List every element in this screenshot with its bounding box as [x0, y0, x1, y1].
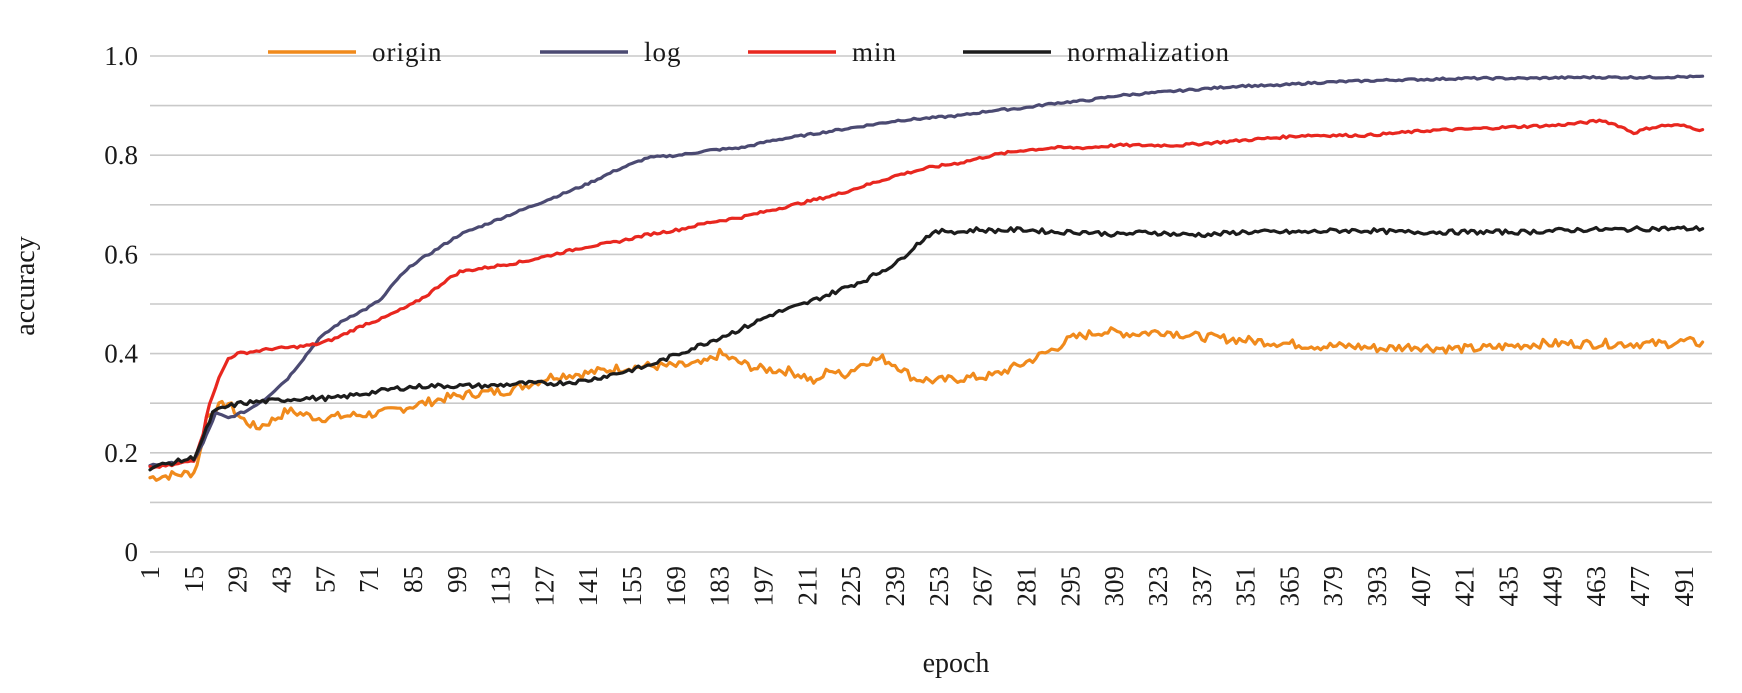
x-tick-label: 421: [1450, 566, 1480, 607]
legend-label-log: log: [644, 37, 682, 67]
x-tick-label: 225: [836, 566, 866, 607]
x-tick-label: 295: [1055, 566, 1085, 607]
y-tick-label: 0.4: [104, 339, 138, 369]
legend-label-origin: origin: [372, 37, 443, 67]
series-line-normalization: [148, 225, 1705, 472]
x-tick-label: 323: [1143, 566, 1173, 607]
series-lines: [148, 74, 1705, 482]
x-tick-label: 29: [223, 566, 253, 593]
series-line-log: [148, 74, 1705, 468]
x-tick-label: 197: [749, 566, 779, 607]
x-tick-label: 113: [486, 566, 516, 606]
legend-label-normalization: normalization: [1067, 37, 1230, 67]
x-tick-label: 351: [1231, 566, 1261, 607]
gridlines: [150, 55, 1712, 553]
x-tick-label: 15: [179, 566, 209, 593]
x-tick-label: 463: [1581, 566, 1611, 607]
x-tick-label: 337: [1187, 566, 1217, 607]
y-axis-title: accuracy: [10, 236, 41, 335]
y-axis-ticks: 0 0.2 0.4 0.6 0.8 1.0: [104, 41, 138, 567]
y-tick-label: 0.8: [104, 140, 138, 170]
series-line-min: [148, 118, 1705, 470]
x-tick-label: 477: [1625, 566, 1655, 607]
x-tick-label: 141: [573, 566, 603, 607]
x-tick-label: 491: [1669, 566, 1699, 607]
legend-label-min: min: [852, 37, 897, 67]
x-axis-ticks: 1 15 29 43 57 71 85 99 113 127 141 155 169 183 197 211 2…: [135, 566, 1699, 607]
x-tick-label: 211: [792, 566, 822, 606]
x-tick-label: 57: [310, 566, 340, 593]
series-line-origin: [148, 326, 1705, 482]
x-tick-label: 1: [135, 566, 165, 580]
x-tick-label: 253: [924, 566, 954, 607]
x-tick-label: 449: [1537, 566, 1567, 607]
x-tick-label: 379: [1318, 566, 1348, 607]
x-tick-label: 281: [1011, 566, 1041, 607]
x-axis-title: epoch: [923, 648, 990, 679]
x-tick-label: 85: [398, 566, 428, 593]
x-tick-label: 365: [1274, 566, 1304, 607]
x-tick-label: 435: [1494, 566, 1524, 607]
x-tick-label: 393: [1362, 566, 1392, 607]
x-tick-label: 183: [705, 566, 735, 607]
x-tick-label: 239: [880, 566, 910, 607]
x-tick-label: 99: [442, 566, 472, 593]
x-tick-label: 127: [529, 566, 559, 607]
y-tick-label: 0.6: [104, 239, 138, 269]
x-tick-label: 155: [617, 566, 647, 607]
legend: origin log min normalization: [268, 37, 1230, 67]
x-tick-label: 43: [266, 566, 296, 593]
y-tick-label: 0: [125, 537, 139, 567]
x-tick-label: 309: [1099, 566, 1129, 607]
x-tick-label: 169: [661, 566, 691, 607]
y-tick-label: 1.0: [104, 41, 138, 71]
x-tick-label: 407: [1406, 566, 1436, 607]
x-tick-label: 71: [354, 566, 384, 593]
x-tick-label: 267: [968, 566, 998, 607]
y-tick-label: 0.2: [104, 438, 138, 468]
